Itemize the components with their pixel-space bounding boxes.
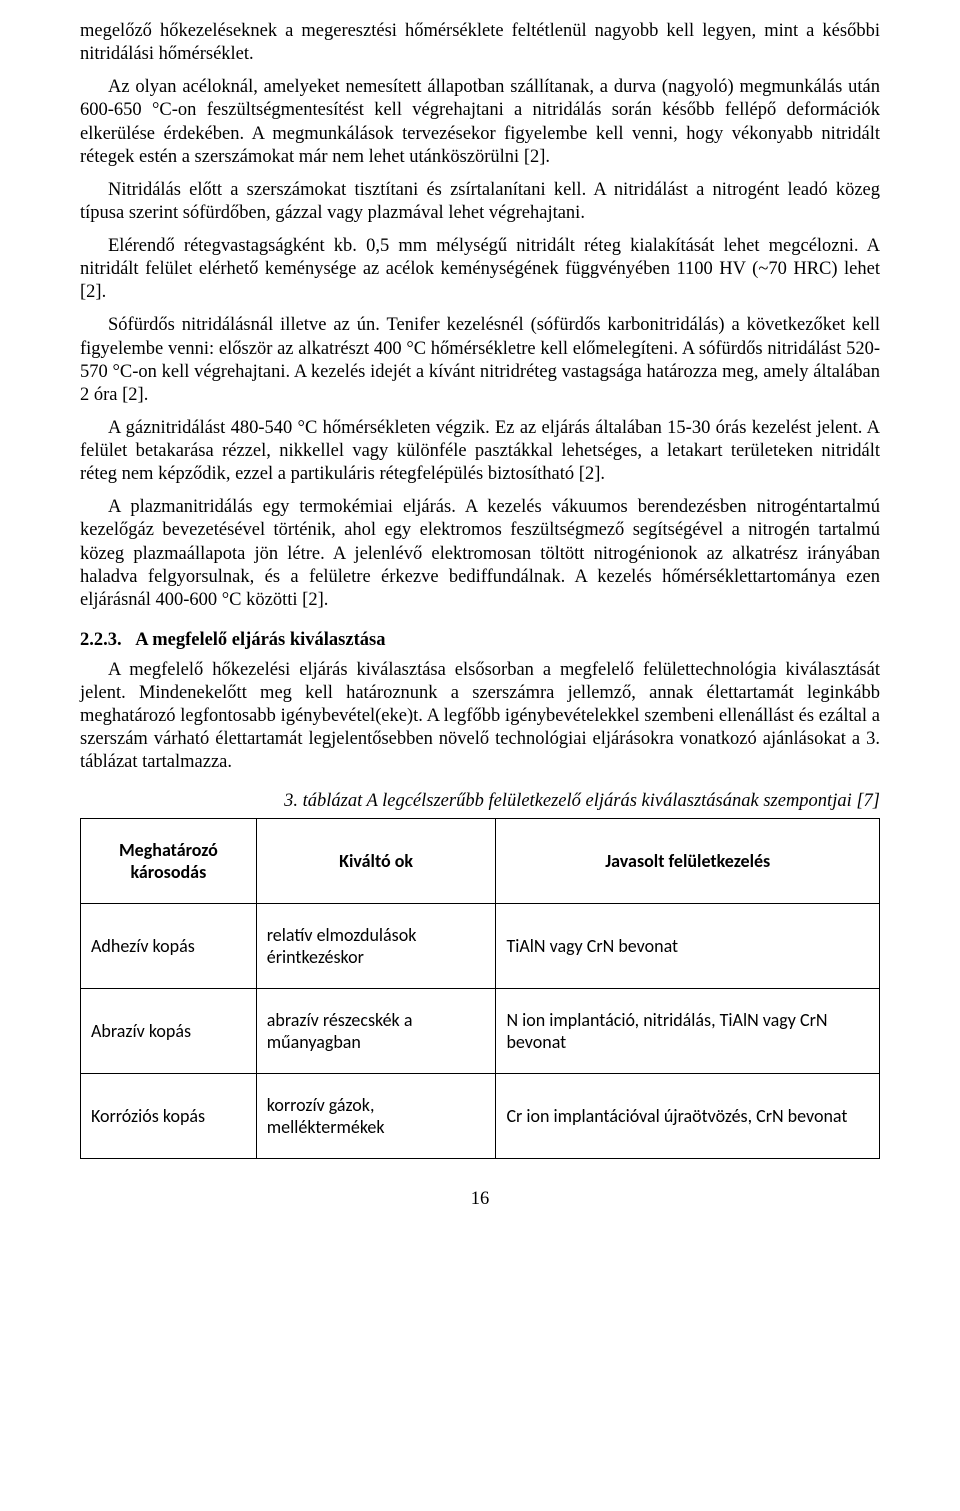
surface-treatment-table: Meghatározó károsodás Kiváltó ok Javasol…	[80, 818, 880, 1159]
table-row: Korróziós kopás korrozív gázok, mellékte…	[81, 1073, 880, 1158]
table-header: Kiváltó ok	[256, 818, 496, 903]
table-row: Abrazív kopás abrazív részecskék a műany…	[81, 988, 880, 1073]
table-cell: Abrazív kopás	[81, 988, 257, 1073]
paragraph: Nitridálás előtt a szerszámokat tisztíta…	[80, 179, 880, 225]
section-title: A megfelelő eljárás kiválasztása	[135, 630, 385, 650]
page-number: 16	[80, 1189, 880, 1210]
section-heading: 2.2.3. A megfelelő eljárás kiválasztása	[80, 630, 880, 651]
table-cell: Korróziós kopás	[81, 1073, 257, 1158]
table-header: Javasolt felületkezelés	[496, 818, 880, 903]
table-cell: abrazív részecskék a műanyagban	[256, 988, 496, 1073]
section-number: 2.2.3.	[80, 630, 122, 651]
table-header: Meghatározó károsodás	[81, 818, 257, 903]
table-cell: Adhezív kopás	[81, 903, 257, 988]
table-cell: Cr ion implantációval újraötvözés, CrN b…	[496, 1073, 880, 1158]
document-page: megelőző hőkezeléseknek a megeresztési h…	[0, 0, 960, 1250]
paragraph: megelőző hőkezeléseknek a megeresztési h…	[80, 20, 880, 66]
paragraph: Elérendő rétegvastagságként kb. 0,5 mm m…	[80, 235, 880, 304]
table-cell: TiAlN vagy CrN bevonat	[496, 903, 880, 988]
table-cell: N ion implantáció, nitridálás, TiAlN vag…	[496, 988, 880, 1073]
table-caption: 3. táblázat A legcélszerűbb felületkezel…	[80, 791, 880, 812]
paragraph: Az olyan acéloknál, amelyeket nemesített…	[80, 76, 880, 169]
table-row: Adhezív kopás relatív elmozdulások érint…	[81, 903, 880, 988]
paragraph: Sófürdős nitridálásnál illetve az ún. Te…	[80, 314, 880, 407]
paragraph: A plazmanitridálás egy termokémiai eljár…	[80, 496, 880, 612]
table-cell: korrozív gázok, melléktermékek	[256, 1073, 496, 1158]
paragraph: A gáznitridálást 480-540 °C hőmérséklete…	[80, 417, 880, 486]
paragraph: A megfelelő hőkezelési eljárás kiválaszt…	[80, 659, 880, 775]
table-header-row: Meghatározó károsodás Kiváltó ok Javasol…	[81, 818, 880, 903]
table-cell: relatív elmozdulások érintkezéskor	[256, 903, 496, 988]
